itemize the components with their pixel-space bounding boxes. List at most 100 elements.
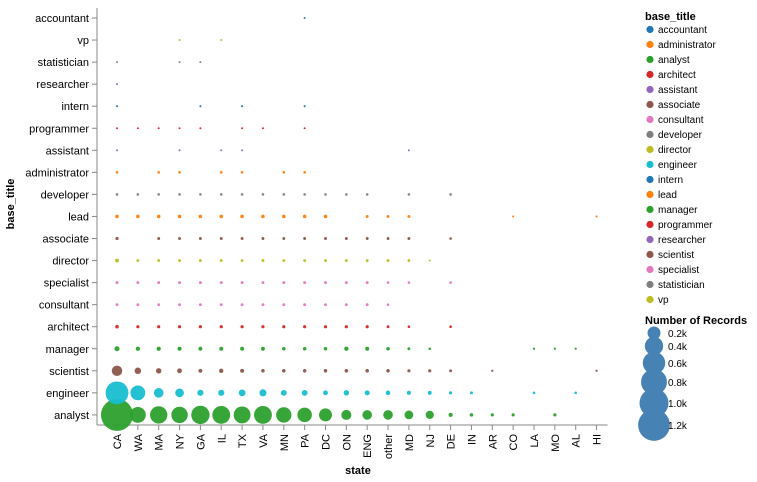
data-point [344, 259, 348, 262]
data-point [198, 237, 202, 240]
data-point [282, 259, 286, 262]
color-legend-swatch [646, 40, 654, 49]
data-point [448, 412, 453, 417]
data-point [198, 303, 202, 307]
data-point [385, 390, 391, 396]
x-axis-title: state [345, 465, 371, 477]
size-legend-symbol [639, 388, 669, 418]
data-point [449, 237, 452, 240]
data-point [449, 369, 453, 373]
data-point [219, 346, 224, 351]
data-point [469, 413, 474, 417]
x-tick-label: MO [550, 434, 562, 452]
y-axis-title: base_title [5, 179, 17, 230]
data-point [386, 325, 390, 329]
data-point [365, 215, 369, 218]
color-legend-label: consultant [658, 115, 704, 126]
data-point [100, 398, 134, 431]
x-tick-label: AL [571, 434, 583, 447]
data-point [365, 369, 369, 373]
data-point [449, 193, 452, 196]
data-point [324, 259, 327, 262]
x-tick-label: ON [341, 434, 353, 451]
data-point [365, 281, 369, 285]
x-tick-label: DE [446, 434, 458, 449]
color-legend-label: vp [658, 295, 669, 306]
color-legend-label: specialist [658, 265, 699, 276]
data-point [344, 346, 349, 351]
x-tick-label: TX [237, 433, 249, 448]
data-point [136, 325, 140, 329]
data-point [240, 281, 244, 285]
data-point [303, 127, 306, 130]
x-tick-label: MN [279, 434, 291, 451]
color-legend-swatch [646, 175, 654, 184]
data-point [178, 303, 181, 307]
data-point [282, 303, 286, 307]
data-point [135, 346, 141, 351]
color-legend-label: developer [658, 130, 703, 141]
data-point [427, 390, 432, 395]
x-tick-label: NY [175, 433, 187, 449]
x-tick-label: VA [258, 433, 270, 448]
size-legend-label: 1.0k [668, 399, 688, 410]
data-point [344, 281, 348, 285]
x-tick-label: HI [592, 434, 604, 445]
color-legend-swatch [646, 250, 654, 259]
data-point [344, 369, 349, 373]
color-legend-swatch [646, 145, 654, 154]
data-point [303, 303, 307, 307]
data-point [365, 259, 369, 262]
data-point [219, 259, 223, 262]
data-point [220, 39, 223, 42]
data-point [177, 346, 182, 351]
data-point [282, 325, 286, 329]
data-point [157, 281, 161, 285]
color-legend: base_title accountant administrator analys… [645, 11, 716, 306]
y-axis: accountant vp statistician researcher intern… [25, 8, 98, 425]
color-legend-swatch [646, 85, 654, 94]
data-point [175, 388, 184, 398]
data-point [261, 369, 265, 373]
x-tick-label: WA [133, 433, 145, 451]
color-legend-swatch [646, 280, 654, 289]
data-point [344, 237, 348, 240]
data-point [240, 171, 244, 174]
data-point [302, 346, 307, 351]
y-tick-label: accountant [35, 13, 89, 25]
data-point [386, 369, 390, 373]
data-point [240, 259, 244, 262]
data-point [362, 410, 373, 420]
data-point [157, 127, 160, 130]
color-legend-label: manager [658, 205, 698, 216]
data-point [341, 409, 352, 420]
data-point [178, 193, 181, 196]
data-point [280, 389, 287, 396]
data-point [345, 193, 348, 196]
data-point [491, 369, 494, 372]
data-point [490, 413, 494, 417]
data-point [324, 237, 327, 240]
data-point [364, 390, 370, 396]
data-point [344, 303, 348, 307]
data-point [324, 193, 327, 196]
data-point [219, 281, 223, 285]
color-legend-title: base_title [645, 11, 696, 23]
color-legend-swatch [646, 25, 654, 34]
size-legend-label: 1.2k [668, 421, 688, 432]
data-point [240, 237, 244, 240]
data-point [240, 325, 244, 329]
data-point [449, 391, 453, 395]
data-point [198, 214, 203, 219]
data-point [254, 405, 272, 424]
data-point [365, 346, 370, 351]
data-point [470, 391, 473, 395]
data-point [324, 281, 327, 285]
data-point [241, 105, 244, 108]
data-point [595, 215, 598, 218]
data-point [115, 127, 119, 130]
data-point [240, 193, 244, 196]
data-point [136, 127, 139, 130]
color-legend-swatch [646, 70, 654, 79]
